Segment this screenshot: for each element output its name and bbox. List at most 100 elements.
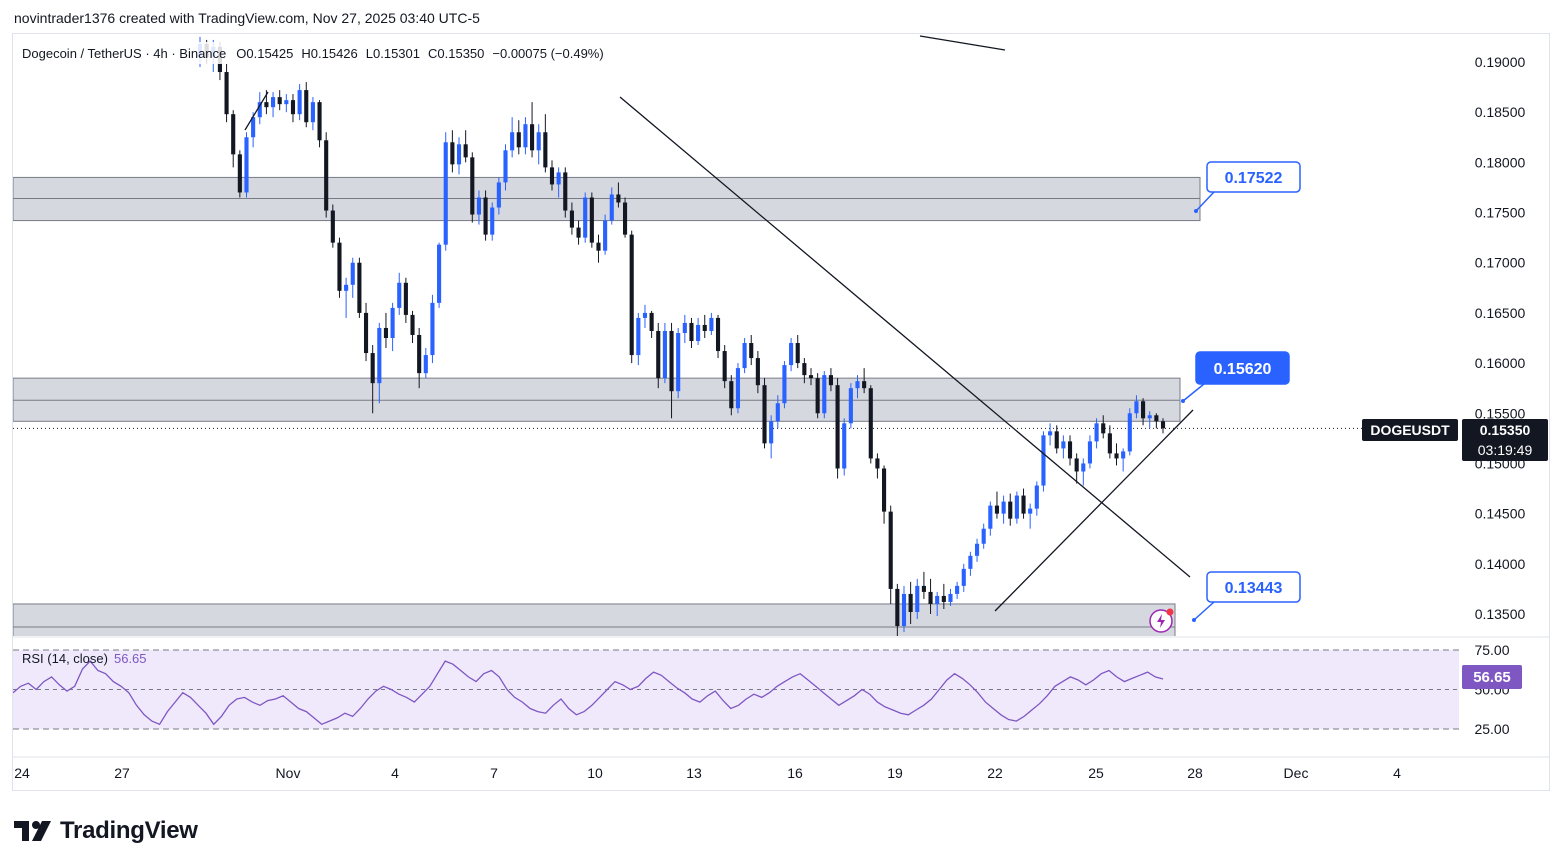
candle-body — [543, 132, 548, 168]
candle-body — [749, 343, 754, 359]
candle-body — [609, 194, 614, 221]
candle-body — [735, 368, 741, 409]
ohlc-legend[interactable]: Dogecoin / TetherUS · 4h · Binance O0.154… — [14, 42, 704, 64]
candle — [270, 92, 276, 118]
time-axis-label: 10 — [587, 765, 603, 781]
candle-body — [656, 330, 661, 379]
price-axis[interactable]: 0.19000 0.18500 0.18000 0.17500 0.17000 0.165… — [1475, 54, 1526, 622]
rsi-legend-label: RSI (14, close) — [22, 651, 108, 666]
candle — [317, 100, 322, 148]
candle-body — [410, 314, 415, 335]
time-axis[interactable]: 24 27 Nov 4 7 10 13 16 19 22 25 28 Dec 4 — [14, 765, 1401, 781]
price-callout[interactable]: 0.17522 — [1194, 161, 1301, 213]
candle-body — [403, 282, 408, 315]
zone-3 — [13, 603, 1176, 636]
legend-close: C0.15350 — [428, 46, 484, 61]
rsi-legend-value: 56.65 — [114, 651, 147, 666]
price-axis-label: 0.19000 — [1475, 54, 1526, 70]
price-callouts[interactable]: 0.17522 0.15620 0.13443 — [1181, 161, 1301, 622]
candle-body — [430, 302, 435, 356]
candle — [715, 314, 721, 359]
candle-body — [510, 132, 515, 151]
candle — [589, 192, 594, 248]
descending-trendline[interactable] — [619, 96, 1191, 578]
candle — [1028, 503, 1033, 529]
ascending-trendline[interactable] — [994, 409, 1194, 612]
price-callout[interactable]: 0.15620 — [1181, 351, 1290, 403]
candle — [1054, 425, 1059, 454]
candle-body — [808, 375, 814, 379]
candle — [1147, 411, 1152, 429]
candle-body — [390, 307, 395, 338]
candle-body — [264, 102, 269, 108]
time-axis-label: 24 — [14, 765, 30, 781]
candle-body — [1061, 441, 1066, 449]
candle — [1008, 493, 1013, 526]
candle-body — [676, 332, 681, 392]
lightning-icon[interactable] — [1149, 608, 1174, 633]
candle-body — [576, 227, 581, 238]
callout-label: 0.13443 — [1225, 580, 1283, 597]
trendline-drawings[interactable] — [244, 35, 1194, 612]
rsi-value-tag[interactable]: 56.65 — [1462, 665, 1522, 689]
candle-body — [855, 381, 860, 389]
callout-label: 0.17522 — [1225, 170, 1283, 187]
candle — [875, 453, 880, 479]
legend-change: −0.00075 (−0.49%) — [492, 46, 603, 61]
candle-body — [237, 154, 242, 193]
candle — [530, 102, 535, 158]
candle-body — [337, 242, 342, 291]
candle-body — [330, 210, 335, 243]
candle-body — [715, 317, 721, 352]
rsi-legend[interactable]: RSI (14, close) 56.65 — [22, 651, 147, 666]
candle — [476, 190, 481, 225]
candle — [855, 375, 860, 399]
tradingview-logo[interactable]: TradingView — [14, 816, 198, 846]
candle — [543, 114, 548, 173]
candle — [463, 130, 468, 163]
candle-body — [882, 468, 887, 512]
svg-text:RSI (14, close)56.65: RSI (14, close) 56.65 — [22, 651, 147, 666]
candle — [390, 302, 395, 352]
candle — [556, 167, 561, 198]
candle — [450, 130, 455, 173]
candle-body — [682, 322, 687, 333]
small-wedge-line[interactable] — [244, 91, 269, 131]
candle — [1121, 448, 1126, 472]
candle — [1067, 435, 1073, 466]
candle-body — [828, 375, 833, 386]
candle — [935, 591, 940, 617]
candle-body — [490, 207, 495, 235]
candle-body — [822, 375, 827, 414]
candle-body — [961, 568, 966, 586]
candle — [1114, 443, 1119, 466]
candle — [682, 314, 687, 344]
candle-body — [1067, 441, 1073, 459]
candle-body — [1094, 423, 1099, 442]
callout-pointer — [1195, 191, 1215, 212]
price-axis-label: 0.18000 — [1475, 154, 1526, 170]
candle-body — [317, 102, 322, 141]
candle — [622, 197, 628, 238]
candle-body — [603, 220, 608, 251]
time-axis-label: 13 — [686, 765, 702, 781]
last-price-tag[interactable]: DOGEUSDT 0.15350 03:19:49 — [1362, 419, 1548, 461]
candle — [456, 137, 462, 175]
candle-body — [437, 244, 442, 303]
candle — [583, 192, 588, 243]
candle-body — [994, 505, 1000, 514]
price-callout[interactable]: 0.13443 — [1192, 571, 1301, 622]
candle — [888, 505, 893, 604]
candle — [383, 312, 389, 349]
candle-body — [470, 157, 475, 215]
candle-body — [1134, 401, 1139, 414]
upper-trendline-fragment[interactable] — [919, 35, 1006, 51]
candle-body — [231, 114, 236, 155]
chart-frame — [12, 33, 1550, 791]
candle — [696, 317, 701, 346]
candle-body — [251, 117, 256, 138]
candle — [1134, 395, 1139, 419]
candle-body — [536, 132, 541, 151]
